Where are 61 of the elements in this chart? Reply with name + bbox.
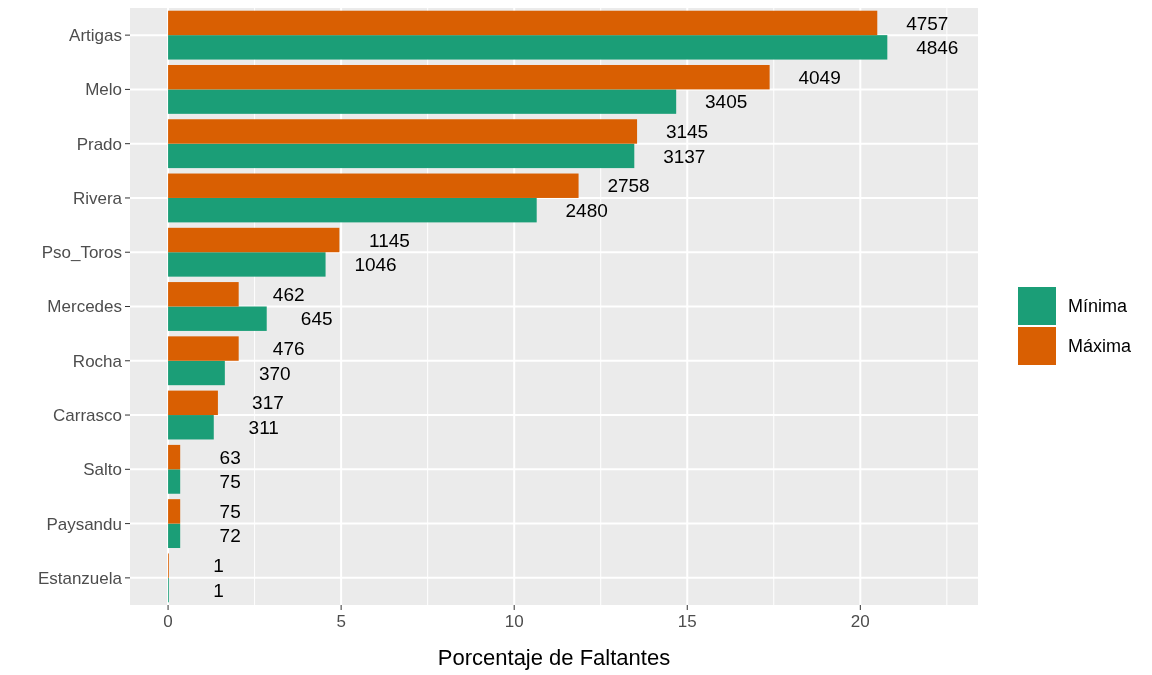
y-tick-label: Pso_Toros bbox=[41, 243, 122, 263]
annotation: 2758 bbox=[607, 175, 650, 197]
bar bbox=[168, 499, 181, 524]
annotation: 1 bbox=[213, 555, 224, 577]
y-tick-label: Rocha bbox=[72, 351, 123, 371]
annotation: 2480 bbox=[565, 199, 608, 221]
x-tick-label: 15 bbox=[677, 612, 697, 631]
bar bbox=[168, 390, 218, 416]
x-tick-label: 5 bbox=[336, 612, 346, 631]
annotation: 75 bbox=[219, 471, 241, 493]
annotation: 645 bbox=[300, 308, 333, 330]
bar bbox=[168, 444, 181, 470]
annotation: 3405 bbox=[705, 91, 748, 113]
bar bbox=[168, 252, 326, 277]
bar bbox=[168, 173, 579, 198]
bar bbox=[168, 415, 214, 440]
annotation: 370 bbox=[258, 362, 291, 384]
annotation: 1 bbox=[213, 579, 224, 601]
x-tick-label: 10 bbox=[504, 612, 524, 631]
annotation: 63 bbox=[219, 446, 241, 468]
annotation: 1046 bbox=[354, 254, 397, 276]
x-tick-label: 0 bbox=[163, 612, 173, 631]
annotation: 3137 bbox=[663, 145, 706, 167]
y-tick-label: Artigas bbox=[69, 26, 122, 46]
annotation: 75 bbox=[219, 501, 241, 523]
bar bbox=[168, 306, 267, 331]
bar bbox=[168, 282, 239, 307]
legend-label: Máxima bbox=[1068, 336, 1132, 357]
bar bbox=[168, 35, 888, 60]
x-tick-label: 20 bbox=[850, 612, 870, 631]
bar bbox=[168, 197, 537, 223]
y-tick-label: Carrasco bbox=[53, 406, 122, 425]
y-tick-label: Mercedes bbox=[47, 297, 122, 317]
y-tick-label: Salto bbox=[83, 460, 122, 480]
bar bbox=[168, 336, 239, 361]
annotation: 3145 bbox=[665, 121, 709, 143]
annotation: 4846 bbox=[916, 37, 959, 58]
bar bbox=[168, 89, 677, 114]
annotation: 4049 bbox=[798, 66, 841, 88]
bar bbox=[168, 227, 340, 253]
x-axis-title: Porcentaje de Faltantes bbox=[437, 645, 671, 670]
y-tick-label: Estanzuela bbox=[37, 568, 123, 588]
annotation: 4757 bbox=[906, 12, 949, 34]
y-tick-label: Rivera bbox=[72, 188, 123, 208]
annotation: 1145 bbox=[368, 229, 410, 251]
y-tick-label: Melo bbox=[85, 80, 122, 100]
annotation: 72 bbox=[219, 525, 241, 547]
annotation: 476 bbox=[272, 338, 305, 360]
bar bbox=[168, 523, 181, 549]
bar bbox=[168, 119, 638, 144]
bar bbox=[168, 143, 635, 169]
y-tick-label: Prado bbox=[76, 134, 122, 154]
y-tick-label: Paysandu bbox=[46, 514, 122, 534]
bar bbox=[168, 10, 878, 36]
annotation: 311 bbox=[248, 416, 279, 438]
bar bbox=[168, 360, 225, 386]
annotation: 462 bbox=[272, 283, 305, 305]
legend-label: Mínima bbox=[1068, 296, 1128, 317]
bar bbox=[168, 64, 770, 90]
annotation: 317 bbox=[252, 392, 284, 414]
bar bbox=[168, 469, 181, 494]
